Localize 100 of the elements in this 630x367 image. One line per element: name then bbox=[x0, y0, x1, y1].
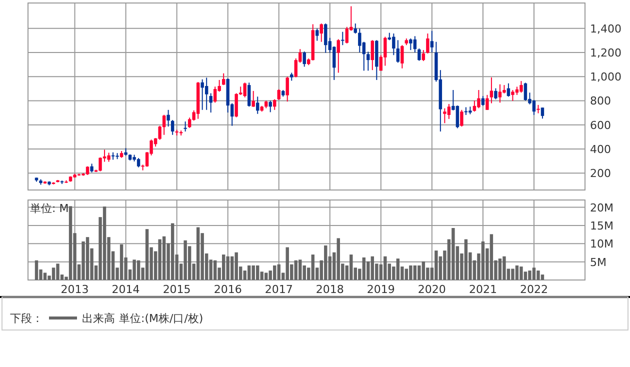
bar bbox=[464, 239, 468, 280]
candlestick bbox=[418, 48, 421, 62]
bar bbox=[409, 265, 412, 280]
y-tick-label: 20M bbox=[590, 201, 614, 214]
x-tick-label: 2018 bbox=[316, 283, 344, 296]
candlestick bbox=[520, 80, 523, 94]
candlestick bbox=[354, 23, 357, 34]
y-tick-label: 15M bbox=[590, 219, 614, 232]
bar bbox=[515, 265, 519, 280]
candlestick bbox=[472, 100, 476, 112]
bar bbox=[490, 234, 494, 280]
text: 単位:(M株/口/枚) bbox=[119, 312, 204, 325]
bar bbox=[136, 260, 140, 280]
legend-title: 下段： bbox=[10, 312, 43, 325]
candlestick bbox=[413, 36, 417, 53]
bar bbox=[336, 238, 340, 280]
candlestick bbox=[511, 89, 514, 102]
candlestick bbox=[409, 38, 412, 51]
candlestick bbox=[366, 51, 370, 72]
bar bbox=[252, 265, 255, 280]
candlestick bbox=[481, 96, 485, 106]
candlestick bbox=[494, 88, 498, 100]
bar bbox=[520, 266, 523, 280]
bar bbox=[498, 258, 502, 280]
candlestick bbox=[273, 98, 276, 110]
bar bbox=[311, 254, 314, 280]
candlestick bbox=[268, 100, 272, 113]
bar bbox=[540, 274, 544, 280]
candlestick bbox=[107, 152, 110, 162]
bar bbox=[532, 268, 536, 280]
bar bbox=[230, 256, 234, 280]
candlestick bbox=[256, 96, 260, 114]
bar bbox=[56, 264, 60, 280]
candlestick bbox=[422, 50, 426, 62]
y-tick-label: 600 bbox=[590, 118, 611, 132]
candlestick bbox=[392, 33, 396, 56]
x-tick-label: 2021 bbox=[468, 283, 497, 296]
candlestick bbox=[370, 40, 374, 71]
candlestick bbox=[345, 26, 348, 44]
candlestick bbox=[136, 158, 140, 168]
bar bbox=[256, 265, 260, 280]
y-tick-label: 200 bbox=[590, 167, 611, 180]
bar bbox=[404, 268, 408, 280]
bar bbox=[502, 256, 506, 280]
candlestick bbox=[498, 84, 502, 104]
bar bbox=[158, 239, 162, 280]
bar bbox=[481, 241, 485, 280]
x-tick-label: 2017 bbox=[264, 283, 293, 296]
candlestick bbox=[464, 106, 468, 116]
y-tick-label: 1,000 bbox=[590, 70, 622, 84]
bar bbox=[536, 270, 540, 280]
bar bbox=[452, 228, 455, 280]
x-tick-label: 2015 bbox=[162, 283, 191, 296]
x-tick-label: 2022 bbox=[520, 283, 548, 296]
candlestick bbox=[277, 88, 280, 100]
bar bbox=[294, 260, 298, 280]
bar bbox=[34, 260, 38, 280]
candlestick bbox=[486, 94, 489, 110]
bar bbox=[184, 240, 187, 280]
candlestick bbox=[213, 86, 217, 104]
bar bbox=[413, 265, 417, 280]
candlestick bbox=[384, 36, 387, 66]
candlestick bbox=[243, 82, 246, 98]
candlestick bbox=[532, 100, 536, 116]
candlestick bbox=[430, 30, 434, 53]
bar bbox=[52, 268, 56, 280]
bar bbox=[370, 256, 374, 280]
y-tick-label: 1,200 bbox=[590, 46, 622, 60]
bar bbox=[434, 250, 438, 280]
bar bbox=[120, 244, 124, 280]
candlestick bbox=[456, 105, 460, 129]
candlestick bbox=[358, 28, 362, 53]
bar bbox=[196, 227, 200, 280]
candlestick bbox=[477, 89, 480, 109]
candlestick bbox=[234, 92, 238, 118]
x-tick-label: 2016 bbox=[214, 283, 242, 296]
x-tick-label: 2013 bbox=[60, 283, 89, 296]
x-tick-label: 2020 bbox=[418, 283, 446, 296]
bar bbox=[422, 261, 426, 280]
bar bbox=[273, 265, 276, 280]
bar bbox=[82, 241, 85, 280]
bar bbox=[132, 260, 136, 280]
x-tick-label: 2014 bbox=[112, 283, 140, 296]
x-tick-label: 2019 bbox=[366, 283, 395, 296]
candlestick bbox=[426, 33, 430, 54]
candlestick bbox=[286, 76, 289, 102]
candlestick bbox=[252, 90, 255, 108]
candlestick bbox=[184, 120, 187, 132]
candlestick bbox=[536, 104, 540, 114]
y-tick-label: 1,400 bbox=[590, 22, 622, 36]
bar bbox=[396, 258, 400, 280]
candlestick bbox=[506, 82, 510, 98]
bar bbox=[264, 272, 268, 280]
y-tick-label: 400 bbox=[590, 142, 611, 156]
bar bbox=[213, 260, 217, 280]
candlestick bbox=[490, 76, 494, 104]
candlestick bbox=[162, 114, 166, 136]
bar bbox=[170, 223, 174, 280]
bar bbox=[102, 206, 106, 280]
candlestick bbox=[98, 156, 102, 172]
